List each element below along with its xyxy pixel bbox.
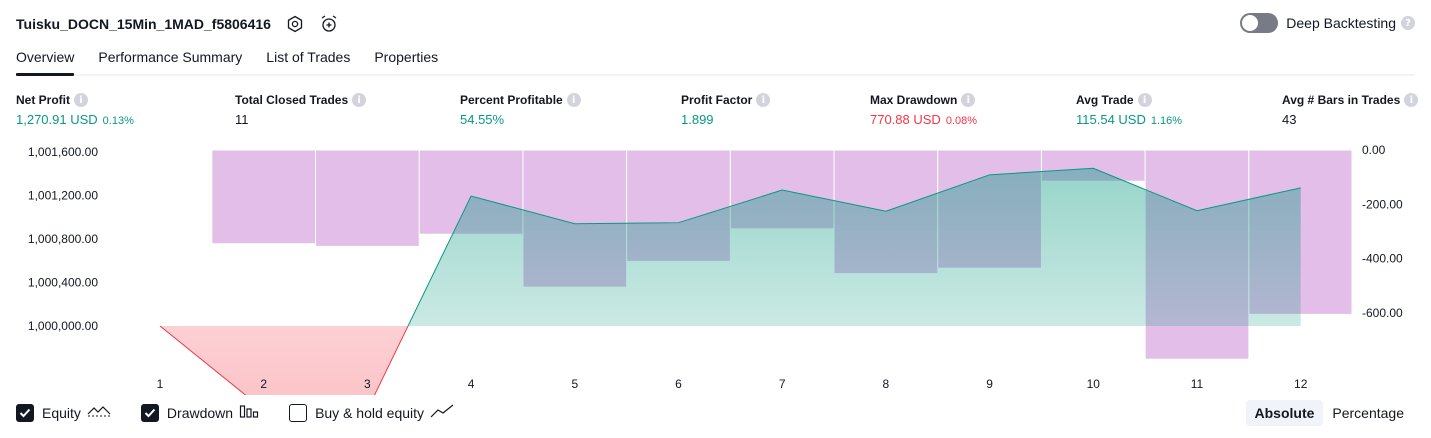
legend-label: Drawdown (166, 404, 234, 421)
x-axis-tick: 11 (1191, 377, 1204, 391)
equity-drawdown-chart[interactable]: 1,001,600.00 1,001,200.00 1,000,800.00 1,00… (0, 140, 1431, 395)
x-axis-tick: 12 (1294, 377, 1308, 391)
x-axis-tick: 4 (468, 377, 475, 391)
chart-legend: Equity Drawdown Buy & hold equity (16, 403, 484, 422)
right-axis-tick: -600.00 (1362, 306, 1403, 320)
info-icon[interactable]: i (74, 93, 88, 107)
deep-backtesting-toggle[interactable] (1240, 13, 1279, 33)
legend-label: Equity (42, 404, 81, 421)
report-header: Tuisku_DOCN_15Min_1MAD_f5806416 (16, 12, 339, 36)
metric-label: Avg Trade (1076, 93, 1134, 107)
right-axis-tick: -400.00 (1362, 252, 1403, 266)
absolute-button[interactable]: Absolute (1245, 400, 1324, 426)
metric-label: Net Profit (16, 93, 70, 107)
drawdown-checkbox[interactable] (140, 403, 159, 422)
info-icon[interactable]: i (1137, 93, 1152, 107)
drawdown-bar (211, 149, 317, 245)
info-icon[interactable]: i (352, 93, 367, 107)
right-axis-tick: 0.00 (1362, 143, 1386, 157)
tab-performance-summary[interactable]: Performance Summary (98, 49, 243, 65)
tab-properties[interactable]: Properties (374, 49, 439, 65)
metric-label: Avg # Bars in Trades (1282, 93, 1401, 107)
report-tabs: Overview Performance Summary List of Tra… (16, 44, 1415, 76)
help-icon[interactable]: ? (1401, 16, 1415, 30)
legend-buy-hold[interactable]: Buy & hold equity (289, 403, 454, 422)
left-axis-tick: 1,000,000.00 (28, 319, 98, 333)
metric-value: 770.88 USD (870, 112, 941, 127)
equity-loss-area (160, 326, 1301, 395)
metrics-row: Net Profit i 1,270.91 USD 0.13% Total Clos… (0, 93, 1431, 133)
metric-percent-profitable: Percent Profitable i 54.55% (460, 93, 581, 127)
metric-value: 115.54 USD (1076, 112, 1146, 127)
metric-label: Max Drawdown (870, 93, 958, 107)
equity-line-icon (87, 403, 111, 422)
metric-percent: 0.08% (945, 115, 978, 127)
x-axis-tick: 6 (675, 377, 682, 391)
left-axis-tick: 1,001,600.00 (28, 145, 98, 159)
legend-equity[interactable]: Equity (16, 403, 111, 422)
info-icon[interactable]: i (1404, 93, 1419, 107)
x-axis-tick: 7 (779, 377, 786, 391)
metric-profit-factor: Profit Factor i 1.899 (681, 93, 771, 127)
x-axis-tick: 5 (571, 377, 578, 391)
buy-hold-checkbox[interactable] (289, 403, 308, 422)
x-axis-tick: 1 (157, 377, 164, 391)
strategy-title: Tuisku_DOCN_15Min_1MAD_f5806416 (16, 16, 271, 32)
metric-total-closed-trades: Total Closed Trades i 11 (235, 93, 367, 127)
equity-checkbox[interactable] (16, 403, 34, 422)
info-icon[interactable]: i (756, 93, 771, 107)
x-axis-tick: 3 (364, 377, 371, 391)
tab-list-of-trades[interactable]: List of Trades (266, 49, 351, 65)
buy-hold-line-icon (430, 403, 454, 422)
settings-icon[interactable] (285, 14, 305, 34)
x-axis-tick: 8 (883, 377, 890, 391)
deep-backtesting-control: Deep Backtesting ? (1240, 13, 1415, 33)
info-icon[interactable]: i (566, 93, 581, 107)
drawdown-bars-icon (239, 403, 259, 422)
value-mode-switch: Absolute Percentage (1245, 400, 1414, 426)
metric-value: 54.55% (460, 112, 505, 127)
drawdown-bar (107, 149, 213, 152)
equity-profit-area (160, 168, 1301, 326)
legend-drawdown[interactable]: Drawdown (140, 403, 259, 422)
info-icon[interactable]: i (961, 93, 976, 107)
metric-net-profit: Net Profit i 1,270.91 USD 0.13% (16, 93, 134, 127)
metric-value: 1,270.91 USD (16, 112, 98, 127)
percentage-button[interactable]: Percentage (1332, 405, 1404, 421)
left-axis-tick: 1,000,800.00 (28, 232, 98, 246)
metric-value: 11 (235, 112, 249, 127)
x-axis-tick: 10 (1087, 377, 1101, 391)
metric-label: Profit Factor (681, 93, 753, 107)
left-axis-tick: 1,000,400.00 (28, 276, 98, 290)
x-axis-tick: 2 (260, 377, 267, 391)
left-axis-tick: 1,001,200.00 (28, 189, 98, 203)
metric-percent: 0.13% (102, 115, 134, 127)
metric-avg-trade: Avg Trade i 115.54 USD 1.16% (1076, 93, 1182, 127)
metric-percent: 1.16% (1150, 115, 1183, 127)
x-axis-tick: 9 (986, 377, 993, 391)
right-axis-tick: -200.00 (1362, 197, 1403, 211)
metric-label: Total Closed Trades (235, 93, 349, 107)
metric-max-drawdown: Max Drawdown i 770.88 USD 0.08% (870, 93, 977, 127)
metric-avg-bars: Avg # Bars in Trades i 43 (1282, 93, 1419, 127)
metric-value: 43 (1282, 112, 1297, 127)
metric-label: Percent Profitable (460, 93, 563, 107)
legend-label: Buy & hold equity (315, 404, 425, 421)
metric-value: 1.899 (681, 112, 714, 127)
deep-backtesting-label: Deep Backtesting (1286, 15, 1396, 31)
tab-overview[interactable]: Overview (16, 44, 75, 76)
add-alert-icon[interactable] (319, 14, 339, 34)
drawdown-bar (315, 149, 420, 247)
equity-line-profit (160, 167, 1301, 326)
